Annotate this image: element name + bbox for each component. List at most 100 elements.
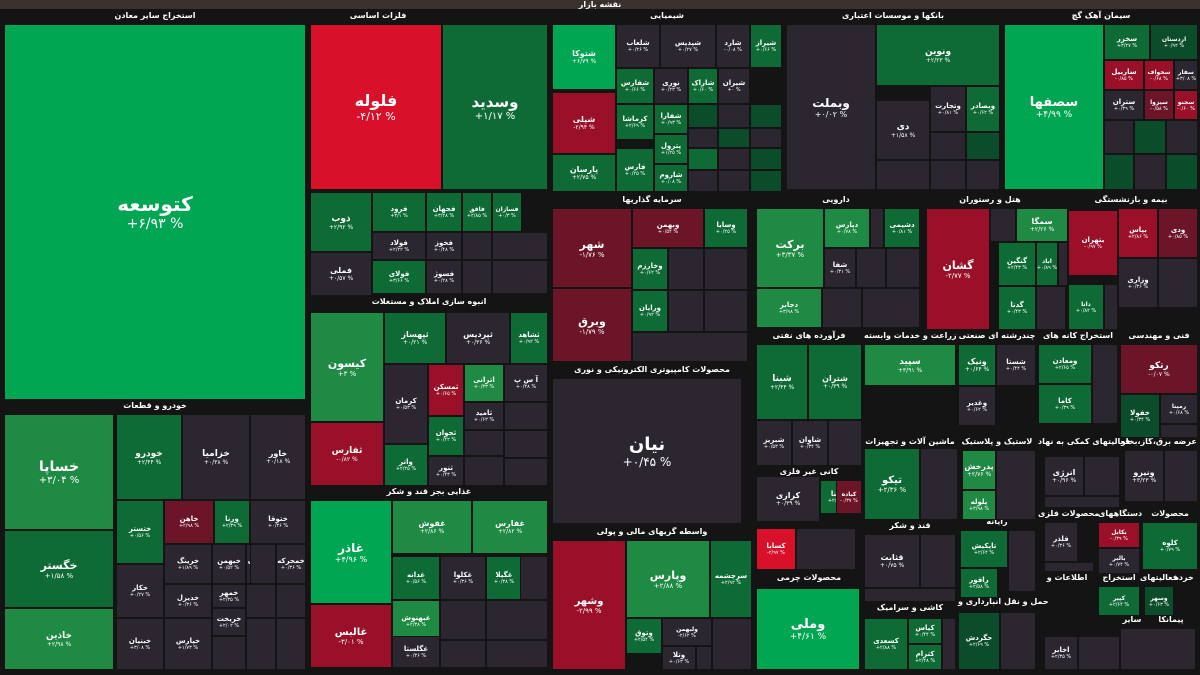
stock-tile[interactable] xyxy=(1000,612,1036,670)
stock-tile[interactable]: خفولا +۰/۳۴ % xyxy=(1120,394,1160,438)
stock-tile[interactable] xyxy=(486,640,548,668)
stock-tile[interactable] xyxy=(1166,120,1198,154)
stock-tile[interactable]: ونوین +۲/۲۳ % xyxy=(876,24,1000,86)
stock-tile[interactable]: پدرخش +۲/۷۶ % xyxy=(962,450,996,490)
stock-tile[interactable] xyxy=(462,232,492,260)
stock-tile[interactable]: شستا +۰/۴۴ % xyxy=(996,344,1036,386)
stock-tile[interactable]: گدنا +۰/۴۳ % xyxy=(998,286,1036,330)
stock-tile[interactable]: ودی +۰/۸۵ % xyxy=(1158,208,1198,258)
stock-tile[interactable]: برکت +۳/۳۷ % xyxy=(756,208,824,288)
stock-tile[interactable]: سیزوا -۰/۵۸ % xyxy=(1144,90,1174,120)
stock-tile[interactable] xyxy=(718,128,750,148)
stock-tile[interactable]: سجنو -۰/۶۰ % xyxy=(1174,90,1198,120)
stock-tile[interactable]: آ س پ +۰/۳۸ % xyxy=(504,364,548,402)
stock-tile[interactable] xyxy=(718,170,750,192)
stock-tile[interactable] xyxy=(492,260,548,294)
stock-tile[interactable]: خگستر +۱/۵۸ % xyxy=(4,530,114,608)
stock-tile[interactable]: کلوه +۰/۷۹ % xyxy=(1142,522,1198,570)
stock-tile[interactable]: شاروم +۰/۰۸ % xyxy=(654,164,688,192)
stock-tile[interactable] xyxy=(1134,120,1166,154)
stock-tile[interactable] xyxy=(1092,344,1118,424)
stock-tile[interactable]: ستران +۰/۳۹ % xyxy=(1104,90,1144,120)
stock-tile[interactable]: شبریز +۰/۵۳ % xyxy=(756,420,792,466)
stock-tile[interactable] xyxy=(750,128,782,148)
stock-tile[interactable]: خرینگ +۱/۸۹ % xyxy=(164,544,212,584)
stock-tile[interactable]: دانا +۰/۸۲ % xyxy=(1068,284,1104,330)
stock-tile[interactable]: گنگین +۲/۴۳ % xyxy=(998,242,1036,286)
stock-tile[interactable]: وخارزم +۰/۶۲ % xyxy=(632,248,668,290)
stock-tile[interactable] xyxy=(930,160,966,190)
stock-tile[interactable]: ونیک +۰/۶۴ % xyxy=(958,344,996,386)
stock-tile[interactable]: خاور +۰/۱۸ % xyxy=(250,414,306,500)
stock-tile[interactable] xyxy=(828,420,862,466)
stock-tile[interactable]: شارد -۰/۰۸ % xyxy=(716,24,750,68)
stock-tile[interactable]: کباده -۰/۳۷ % xyxy=(836,480,862,514)
stock-tile[interactable]: غگیلا +۰/۳۸ % xyxy=(486,556,522,600)
stock-tile[interactable]: وبملت +۰/۰۲ % xyxy=(786,24,876,190)
stock-tile[interactable]: کرازی +۰/۳۹ % xyxy=(756,476,820,522)
stock-tile[interactable]: شلعاب +۰/۲۶ % xyxy=(616,24,660,68)
stock-tile[interactable]: فلذر +۰/۳۶ % xyxy=(1044,522,1078,562)
stock-tile[interactable]: سرچشمه +۲/۹۲ % xyxy=(710,540,752,618)
stock-tile[interactable] xyxy=(462,260,492,294)
stock-tile[interactable] xyxy=(276,584,306,618)
stock-tile[interactable] xyxy=(1078,636,1120,670)
stock-tile[interactable]: ولبهمن -۲/۶۲ % xyxy=(662,618,712,646)
stock-tile[interactable] xyxy=(464,456,504,486)
stock-tile[interactable]: وملی +۴/۶۱ % xyxy=(756,588,860,670)
stock-tile[interactable] xyxy=(276,618,306,670)
stock-tile[interactable] xyxy=(870,208,884,248)
stock-tile[interactable]: ختوقا +۰/۳۶ % xyxy=(250,500,306,544)
stock-tile[interactable]: شفارس +۰/۶۶ % xyxy=(616,68,654,104)
stock-tile[interactable] xyxy=(1084,456,1120,496)
stock-tile[interactable]: خکار +۰/۲۷ % xyxy=(116,564,164,618)
stock-tile[interactable]: سخزر +۳/۲۷ % xyxy=(1104,24,1150,60)
stock-tile[interactable]: دی +۱/۵۸ % xyxy=(876,100,930,160)
stock-tile[interactable] xyxy=(718,148,750,170)
stock-tile[interactable] xyxy=(668,290,704,332)
stock-tile[interactable]: ثشاهد +۰/۹۲ % xyxy=(510,312,548,364)
stock-tile[interactable]: خپارس +۱/۷۳ % xyxy=(164,618,212,670)
stock-tile[interactable]: سصفها +۴/۹۹ % xyxy=(1004,24,1104,190)
stock-tile[interactable]: وسدید +۱/۱۷ % xyxy=(442,24,548,190)
stock-tile[interactable] xyxy=(212,636,246,670)
stock-tile[interactable]: کاما +۰/۳۹ % xyxy=(1038,384,1092,424)
stock-tile[interactable] xyxy=(864,588,956,602)
stock-tile[interactable]: تیکو +۲/۳۶ % xyxy=(864,448,920,520)
stock-tile[interactable]: شتوکا +۶/۷۹ % xyxy=(552,24,616,90)
stock-tile[interactable] xyxy=(1160,424,1198,438)
stock-tile[interactable]: غاذر +۴/۹۶ % xyxy=(310,500,392,604)
stock-tile[interactable]: رتکو -۰/۰۷ % xyxy=(1120,344,1198,394)
stock-tile[interactable]: ختستر +۰/۵۶ % xyxy=(116,500,164,564)
stock-tile[interactable] xyxy=(504,430,548,458)
stock-tile[interactable]: فجهان +۳/۲۸ % xyxy=(426,192,462,232)
stock-tile[interactable] xyxy=(1044,496,1120,508)
stock-tile[interactable] xyxy=(1044,562,1094,572)
stock-tile[interactable] xyxy=(966,160,1000,190)
stock-tile[interactable]: فسازان +۰/۳ % xyxy=(492,192,522,232)
stock-tile[interactable]: ثامید +۰/۶۳ % xyxy=(464,402,504,430)
stock-tile[interactable]: فاقق +۲/۸۵ % xyxy=(462,192,492,232)
stock-tile[interactable]: غکلوا +۰/۳۶ % xyxy=(440,556,486,600)
stock-tile[interactable] xyxy=(246,584,276,618)
stock-tile[interactable]: وسهر +۰/۶۳ % xyxy=(1144,586,1174,616)
stock-tile[interactable] xyxy=(886,248,920,288)
stock-tile[interactable]: قثابت +۰/۷۵ % xyxy=(864,534,920,588)
stock-tile[interactable]: خبهمن +۰/۵۲ % xyxy=(212,544,246,584)
stock-tile[interactable] xyxy=(1134,154,1166,190)
stock-tile[interactable] xyxy=(704,248,748,290)
stock-tile[interactable]: خودرو +۲/۴۴ % xyxy=(116,414,182,500)
stock-tile[interactable]: فخوز +۰/۴۸ % xyxy=(426,232,462,260)
stock-tile[interactable]: خریخت +۲/۰۲ % xyxy=(212,608,246,636)
stock-tile[interactable]: تاپکیش +۲/۶۴ % xyxy=(960,530,1008,568)
stock-tile[interactable]: ثپهساز +۰/۲۱ % xyxy=(384,312,446,364)
stock-tile[interactable]: خزامیا +۰/۳۸ % xyxy=(182,414,250,500)
stock-tile[interactable] xyxy=(930,132,966,160)
stock-tile[interactable] xyxy=(1164,450,1198,502)
stock-tile[interactable]: سمگا +۲/۲۶ % xyxy=(1016,208,1068,242)
stock-tile[interactable] xyxy=(1104,120,1134,154)
stock-tile[interactable] xyxy=(1036,286,1066,330)
stock-tile[interactable] xyxy=(966,132,1000,160)
stock-tile[interactable]: کیسون +۳ % xyxy=(310,312,384,422)
stock-tile[interactable]: ورایان +۰/۹۲ % xyxy=(632,290,668,332)
